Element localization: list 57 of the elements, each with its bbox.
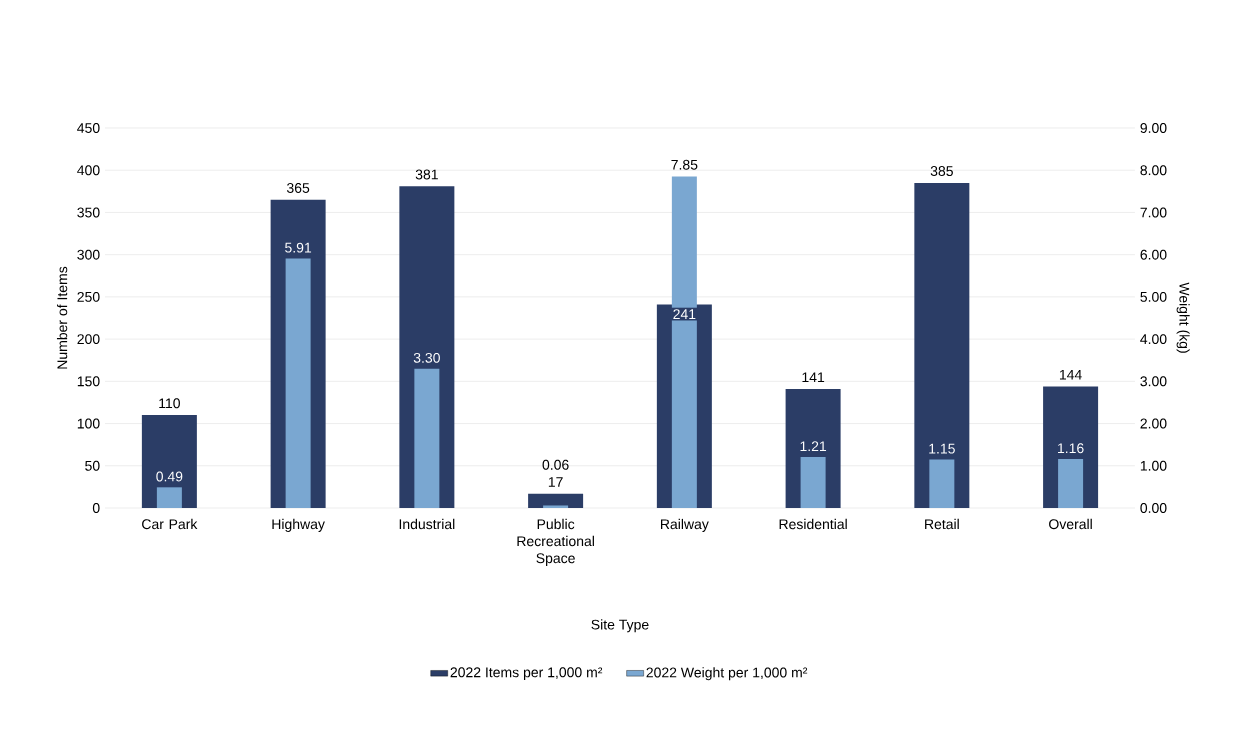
y2-tick-label: 3.00: [1140, 376, 1167, 387]
bar: [414, 368, 440, 508]
x-tick-label: Retail: [925, 518, 959, 530]
data-label: 385: [930, 166, 953, 177]
data-label: 1.15: [929, 443, 955, 454]
y-tick-label: 50: [85, 460, 100, 471]
y2-tick-label: 2.00: [1140, 418, 1167, 429]
y-tick-label: 300: [77, 249, 100, 260]
data-label: 365: [286, 182, 310, 193]
bar: [914, 182, 970, 508]
data-label: 17: [548, 477, 563, 487]
y-tick-label: 100: [77, 418, 100, 429]
y2-tick-label: 5.00: [1140, 291, 1167, 302]
x-tick-label: Highway: [272, 518, 325, 532]
y-tick-label: 250: [77, 291, 100, 302]
y-tick-label: 0: [92, 503, 100, 513]
y2-tick-label: 6.00: [1140, 249, 1167, 260]
y-tick-label: 150: [77, 376, 100, 387]
y2-tick-label: 7.00: [1140, 207, 1167, 218]
data-label: 3.30: [413, 352, 440, 363]
bar: [156, 487, 182, 508]
legend-label: 2022 Items per 1,000 m²: [450, 667, 603, 681]
x-tick-label: Overall: [1049, 518, 1092, 530]
data-label: 0.06: [542, 459, 569, 470]
x-axis-title: Site Type: [591, 619, 649, 633]
bar: [543, 505, 569, 508]
data-label: 381: [415, 169, 438, 180]
y2-axis-title: Weight (kg): [1176, 282, 1190, 353]
data-label: 241: [673, 309, 696, 319]
data-label: 1.16: [1058, 443, 1084, 454]
data-label: 110: [159, 398, 180, 409]
x-tick-label: Public Recreational Space: [517, 518, 594, 566]
y2-tick-label: 8.00: [1140, 165, 1167, 176]
data-label: 7.85: [671, 159, 698, 170]
x-tick-label: Car Park: [142, 518, 198, 530]
y2-tick-label: 9.00: [1140, 123, 1167, 133]
data-label: 5.91: [285, 242, 312, 253]
y-tick-label: 350: [77, 207, 100, 218]
data-label: 144: [1059, 369, 1082, 380]
bar: [1058, 459, 1084, 508]
y-axis-title: Number of Items: [56, 266, 68, 369]
y2-tick-label: 1.00: [1140, 460, 1167, 471]
bar: [929, 459, 955, 508]
data-label: 141: [802, 372, 825, 383]
bar: [528, 493, 584, 508]
bar: [800, 456, 826, 508]
y2-tick-label: 4.00: [1140, 334, 1167, 345]
data-label: 0.49: [156, 471, 183, 482]
legend-label: 2022 Weight per 1,000 m²: [646, 667, 808, 681]
x-tick-label: Residential: [779, 518, 847, 530]
y-tick-label: 450: [77, 123, 100, 133]
x-tick-label: Railway: [661, 518, 709, 532]
y-tick-label: 400: [77, 165, 100, 176]
x-tick-label: Industrial: [399, 518, 455, 530]
y2-tick-label: 0.00: [1140, 503, 1167, 513]
y-tick-label: 200: [77, 334, 100, 345]
data-label: 1.21: [800, 441, 827, 452]
